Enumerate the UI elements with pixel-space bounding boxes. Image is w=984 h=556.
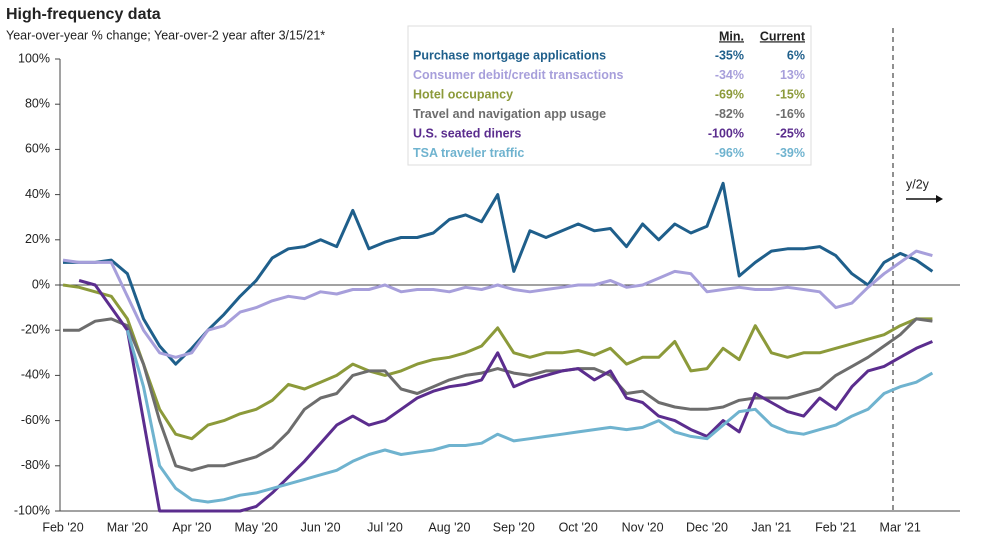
annotation-arrowhead <box>936 195 943 203</box>
series-line <box>78 279 933 513</box>
x-tick-label: Dec '20 <box>686 520 728 534</box>
y-tick-label: 0% <box>32 277 50 291</box>
x-tick-label: Mar '21 <box>880 520 921 534</box>
x-tick-label: Jun '20 <box>301 520 341 534</box>
series-line <box>125 329 934 504</box>
x-tick-label: Jul '20 <box>367 520 403 534</box>
legend-current: 6% <box>787 48 805 62</box>
legend-min: -96% <box>715 146 744 160</box>
x-tick-label: Feb '20 <box>42 520 83 534</box>
chart-subtitle: Year-over-year % change; Year-over-2 yea… <box>6 28 325 42</box>
legend-label: Travel and navigation app usage <box>413 107 606 121</box>
y-tick-label: -80% <box>21 458 50 472</box>
x-tick-label: May '20 <box>235 520 278 534</box>
x-tick-label: Mar '20 <box>107 520 148 534</box>
series-line <box>62 283 933 441</box>
legend-min: -34% <box>715 68 744 82</box>
x-tick-label: Feb '21 <box>815 520 856 534</box>
legend-min: -69% <box>715 87 744 101</box>
legend-current: 13% <box>780 68 805 82</box>
legend-current: -25% <box>776 126 805 140</box>
legend-current: -15% <box>776 87 805 101</box>
chart-title: High-frequency data <box>6 6 161 23</box>
y-tick-label: 60% <box>25 142 50 156</box>
x-tick-label: Sep '20 <box>493 520 535 534</box>
x-tick-label: Apr '20 <box>172 520 211 534</box>
legend-label: TSA traveler traffic <box>413 146 524 160</box>
legend-min: -100% <box>708 126 744 140</box>
y-tick-label: -60% <box>21 413 50 427</box>
legend-current: -16% <box>776 107 805 121</box>
y-tick-label: -40% <box>21 368 50 382</box>
annotation: y/2y <box>906 177 930 191</box>
x-tick-label: Oct '20 <box>559 520 598 534</box>
legend-header: Current <box>760 29 806 43</box>
y-tick-label: 20% <box>25 232 50 246</box>
y-tick-label: -100% <box>14 503 50 517</box>
legend-label: U.S. seated diners <box>413 126 521 140</box>
legend-label: Hotel occupancy <box>413 87 513 101</box>
x-tick-label: Jan '21 <box>751 520 791 534</box>
x-tick-label: Nov '20 <box>622 520 664 534</box>
y-tick-label: 40% <box>25 187 50 201</box>
y-tick-label: -20% <box>21 322 50 336</box>
y-tick-label: 100% <box>18 51 50 65</box>
legend-min: -35% <box>715 48 744 62</box>
legend-label: Purchase mortgage applications <box>413 48 606 62</box>
x-tick-label: Aug '20 <box>428 520 470 534</box>
series-line <box>62 249 933 359</box>
legend-current: -39% <box>776 146 805 160</box>
legend-label: Consumer debit/credit transactions <box>413 68 624 82</box>
y-tick-label: 80% <box>25 96 50 110</box>
legend-box <box>407 25 812 166</box>
legend-header: Min. <box>719 29 744 43</box>
legend-min: -82% <box>715 107 744 121</box>
series-line <box>63 317 933 472</box>
